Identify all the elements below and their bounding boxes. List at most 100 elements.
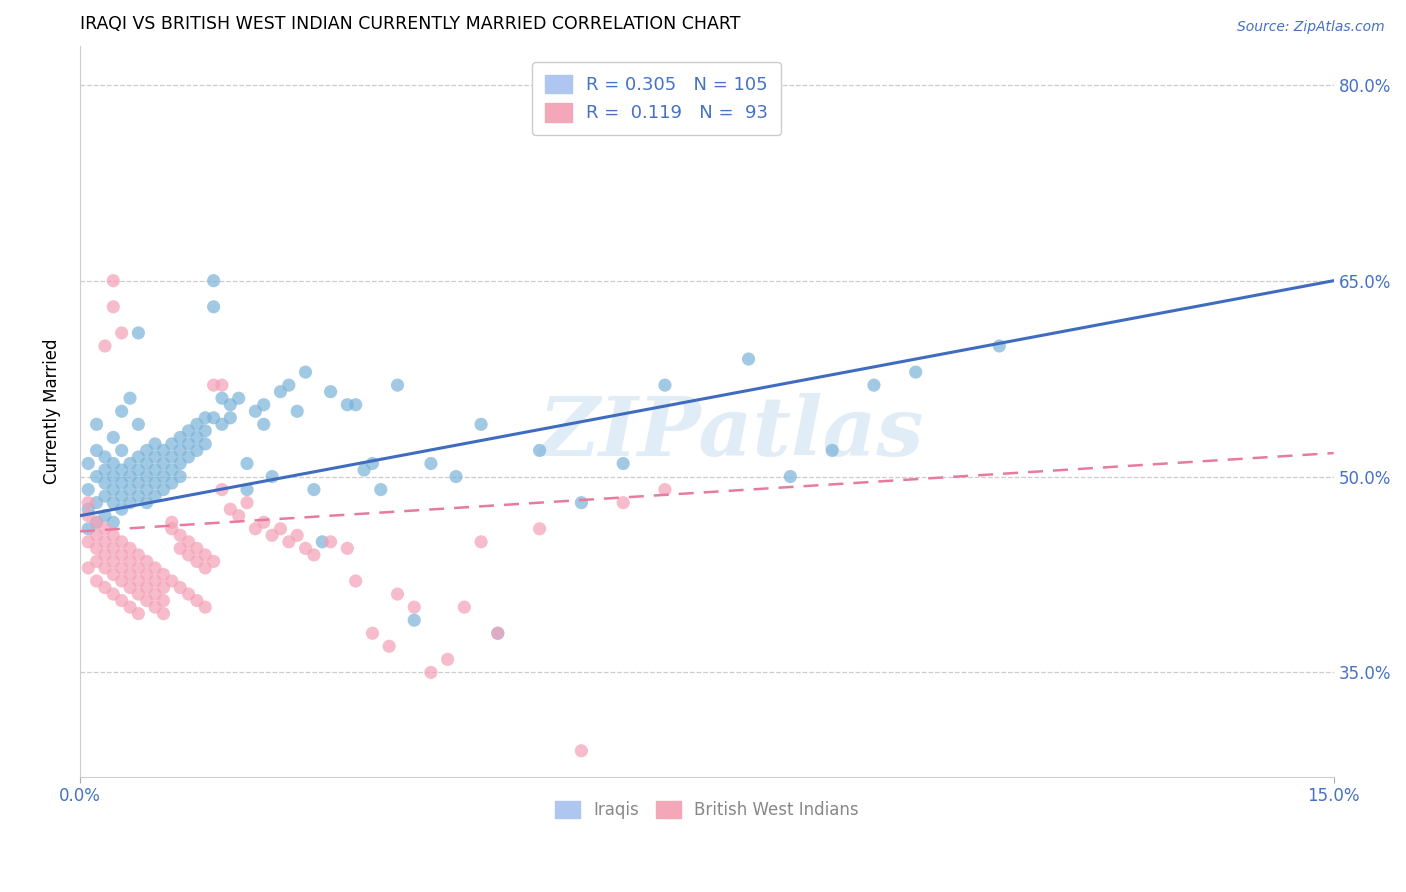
Point: [118, 391, 141, 405]
Point: [143, 463, 166, 477]
Point: [152, 607, 174, 621]
Point: [94, 489, 117, 503]
Point: [143, 437, 166, 451]
Point: [177, 424, 200, 438]
Point: [160, 515, 183, 529]
Point: [135, 581, 157, 595]
Point: [127, 489, 149, 503]
Point: [127, 476, 149, 491]
Point: [118, 554, 141, 568]
Point: [612, 496, 634, 510]
Point: [177, 548, 200, 562]
Point: [370, 483, 392, 497]
Point: [103, 541, 125, 556]
Point: [86, 528, 108, 542]
Point: [186, 430, 208, 444]
Point: [135, 483, 157, 497]
Point: [127, 561, 149, 575]
Point: [404, 613, 426, 627]
Point: [311, 534, 333, 549]
Point: [86, 515, 108, 529]
Point: [219, 410, 242, 425]
Point: [654, 378, 676, 392]
Point: [103, 496, 125, 510]
Point: [419, 665, 441, 680]
Point: [453, 600, 475, 615]
Point: [444, 469, 467, 483]
Point: [103, 528, 125, 542]
Point: [569, 744, 592, 758]
Point: [94, 450, 117, 464]
Point: [779, 469, 801, 483]
Point: [236, 483, 259, 497]
Point: [904, 365, 927, 379]
Point: [118, 541, 141, 556]
Point: [152, 443, 174, 458]
Point: [135, 593, 157, 607]
Point: [111, 574, 134, 588]
Point: [143, 489, 166, 503]
Point: [152, 567, 174, 582]
Point: [612, 457, 634, 471]
Point: [236, 496, 259, 510]
Point: [94, 581, 117, 595]
Point: [77, 483, 100, 497]
Point: [143, 450, 166, 464]
Point: [77, 502, 100, 516]
Point: [202, 378, 225, 392]
Point: [169, 430, 191, 444]
Point: [194, 437, 217, 451]
Point: [436, 652, 458, 666]
Point: [77, 522, 100, 536]
Point: [111, 476, 134, 491]
Point: [127, 417, 149, 432]
Point: [262, 528, 284, 542]
Point: [111, 463, 134, 477]
Point: [86, 496, 108, 510]
Point: [94, 339, 117, 353]
Point: [77, 457, 100, 471]
Point: [319, 384, 342, 399]
Point: [361, 457, 384, 471]
Point: [236, 457, 259, 471]
Point: [160, 574, 183, 588]
Point: [194, 548, 217, 562]
Point: [988, 339, 1011, 353]
Point: [103, 587, 125, 601]
Point: [202, 554, 225, 568]
Point: [103, 515, 125, 529]
Point: [529, 443, 551, 458]
Point: [211, 417, 233, 432]
Point: [77, 561, 100, 575]
Point: [319, 534, 342, 549]
Point: [269, 384, 291, 399]
Point: [361, 626, 384, 640]
Point: [387, 378, 409, 392]
Point: [77, 534, 100, 549]
Point: [194, 561, 217, 575]
Point: [86, 554, 108, 568]
Point: [118, 496, 141, 510]
Point: [111, 404, 134, 418]
Point: [211, 483, 233, 497]
Point: [118, 600, 141, 615]
Y-axis label: Currently Married: Currently Married: [44, 339, 60, 484]
Point: [353, 463, 375, 477]
Point: [470, 534, 492, 549]
Point: [118, 483, 141, 497]
Point: [177, 450, 200, 464]
Point: [77, 508, 100, 523]
Point: [202, 410, 225, 425]
Point: [202, 274, 225, 288]
Point: [194, 424, 217, 438]
Point: [86, 417, 108, 432]
Point: [86, 515, 108, 529]
Point: [111, 534, 134, 549]
Text: ZIPatlas: ZIPatlas: [538, 393, 925, 473]
Point: [135, 469, 157, 483]
Point: [103, 430, 125, 444]
Point: [486, 626, 509, 640]
Point: [277, 378, 299, 392]
Point: [737, 352, 759, 367]
Point: [111, 548, 134, 562]
